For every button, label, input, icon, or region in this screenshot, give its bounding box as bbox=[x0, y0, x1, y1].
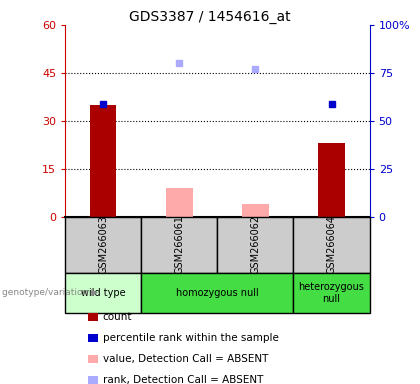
Bar bbox=[141, 217, 218, 273]
Text: GSM266064: GSM266064 bbox=[326, 215, 336, 274]
Text: GSM266063: GSM266063 bbox=[98, 215, 108, 274]
Bar bbox=[294, 217, 370, 273]
Bar bbox=[218, 217, 294, 273]
Bar bbox=[318, 143, 345, 217]
Bar bbox=[90, 105, 116, 217]
Text: genotype/variation ▶: genotype/variation ▶ bbox=[2, 288, 98, 297]
Text: GSM266061: GSM266061 bbox=[174, 215, 184, 274]
Text: GSM266062: GSM266062 bbox=[250, 215, 260, 274]
Text: wild type: wild type bbox=[81, 288, 126, 298]
Bar bbox=[294, 273, 370, 313]
Text: count: count bbox=[102, 312, 132, 322]
Text: rank, Detection Call = ABSENT: rank, Detection Call = ABSENT bbox=[102, 375, 263, 384]
Text: value, Detection Call = ABSENT: value, Detection Call = ABSENT bbox=[102, 354, 268, 364]
Text: GDS3387 / 1454616_at: GDS3387 / 1454616_at bbox=[129, 10, 291, 23]
Text: percentile rank within the sample: percentile rank within the sample bbox=[102, 333, 278, 343]
Bar bbox=[166, 188, 193, 217]
Bar bbox=[65, 273, 141, 313]
Bar bbox=[242, 204, 269, 217]
Text: heterozygous
null: heterozygous null bbox=[299, 282, 365, 304]
Bar bbox=[65, 217, 141, 273]
Bar bbox=[141, 273, 294, 313]
Text: homozygous null: homozygous null bbox=[176, 288, 259, 298]
